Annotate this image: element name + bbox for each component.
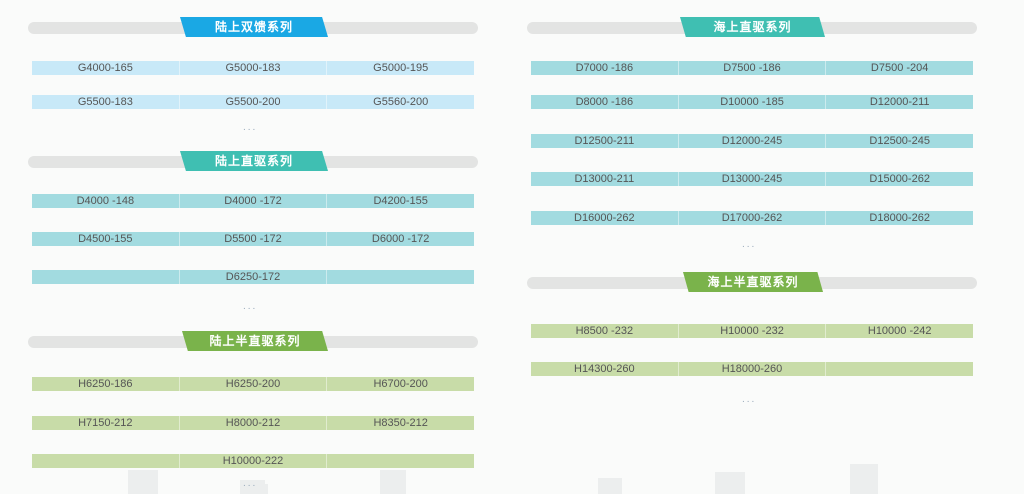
section-title-land-direct: 陆上直驱系列 bbox=[180, 151, 328, 171]
model-cell[interactable]: D7500 -204 bbox=[870, 62, 929, 74]
model-row: G5500-183 G5500-200 G5560-200 bbox=[32, 95, 474, 109]
model-row: D13000-211 D13000-245 D15000-262 bbox=[531, 172, 973, 186]
model-cell bbox=[32, 270, 180, 284]
model-cell[interactable]: H8350-212 bbox=[373, 417, 428, 429]
model-cell[interactable]: D6250-172 bbox=[180, 270, 328, 284]
model-row: D7000 -186 D7500 -186 D7500 -204 bbox=[531, 61, 973, 75]
model-cell[interactable]: G5000-183 bbox=[180, 61, 328, 75]
model-cell[interactable]: D12000-245 bbox=[679, 134, 827, 148]
model-cell[interactable]: D4000 -172 bbox=[180, 194, 328, 208]
model-cell[interactable]: D12500-245 bbox=[869, 135, 930, 147]
model-cell[interactable]: H14300-260 bbox=[531, 362, 679, 376]
model-row: D6250-172 bbox=[32, 270, 474, 284]
model-cell[interactable]: H8500 -232 bbox=[531, 324, 679, 338]
model-cell[interactable]: D7000 -186 bbox=[531, 61, 679, 75]
model-cell[interactable]: D7500 -186 bbox=[679, 61, 827, 75]
model-cell bbox=[32, 454, 180, 468]
more-ellipsis[interactable]: ... bbox=[243, 301, 258, 312]
model-cell[interactable]: D4200-155 bbox=[373, 195, 428, 207]
model-row: D16000-262 D17000-262 D18000-262 bbox=[531, 211, 973, 225]
model-cell[interactable]: D4500-155 bbox=[32, 232, 180, 246]
section-title-land-dfig: 陆上双馈系列 bbox=[180, 17, 328, 37]
model-row: H7150-212 H8000-212 H8350-212 bbox=[32, 416, 474, 430]
model-cell[interactable]: H10000 -242 bbox=[867, 325, 932, 337]
model-cell[interactable]: D16000-262 bbox=[531, 211, 679, 225]
model-cell[interactable]: D13000-211 bbox=[531, 172, 679, 186]
model-cell[interactable]: G5560-200 bbox=[373, 96, 429, 108]
model-cell[interactable]: H6700-200 bbox=[373, 378, 428, 390]
more-ellipsis[interactable]: ... bbox=[742, 239, 757, 250]
skyline-building bbox=[598, 478, 622, 494]
model-cell[interactable]: D13000-245 bbox=[679, 172, 827, 186]
model-cell[interactable]: D10000 -185 bbox=[679, 95, 827, 109]
model-cell[interactable]: H8000-212 bbox=[180, 416, 328, 430]
model-cell[interactable]: H18000-260 bbox=[679, 362, 827, 376]
model-row: D4500-155 D5500 -172 D6000 -172 bbox=[32, 232, 474, 246]
skyline-building bbox=[715, 472, 745, 494]
skyline-building bbox=[380, 470, 406, 494]
more-ellipsis[interactable]: ... bbox=[243, 122, 258, 133]
model-row: D8000 -186 D10000 -185 D12000-211 bbox=[531, 95, 973, 109]
model-cell[interactable]: D18000-262 bbox=[869, 212, 930, 224]
model-cell[interactable]: D12500-211 bbox=[531, 134, 679, 148]
model-cell[interactable]: D6000 -172 bbox=[371, 233, 430, 245]
model-row: H6250-186 H6250-200 H6700-200 bbox=[32, 377, 474, 391]
skyline-building bbox=[850, 464, 878, 494]
model-cell[interactable]: D12000-211 bbox=[869, 96, 930, 108]
model-cell[interactable]: H10000 -232 bbox=[679, 324, 827, 338]
skyline-building bbox=[240, 480, 265, 494]
model-row: D4000 -148 D4000 -172 D4200-155 bbox=[32, 194, 474, 208]
model-cell[interactable]: G5500-200 bbox=[180, 95, 328, 109]
section-title-offshore-semi-direct: 海上半直驱系列 bbox=[683, 272, 823, 292]
model-cell bbox=[327, 454, 474, 468]
model-cell bbox=[327, 270, 474, 284]
more-ellipsis[interactable]: ... bbox=[243, 478, 258, 489]
model-cell[interactable]: G5000-195 bbox=[373, 62, 429, 74]
model-cell[interactable]: H6250-200 bbox=[180, 377, 328, 391]
model-cell[interactable]: G5500-183 bbox=[32, 95, 180, 109]
model-row: H10000-222 bbox=[32, 454, 474, 468]
model-row: G4000-165 G5000-183 G5000-195 bbox=[32, 61, 474, 75]
model-cell[interactable]: H10000-222 bbox=[180, 454, 328, 468]
model-row: H14300-260 H18000-260 bbox=[531, 362, 973, 376]
model-cell[interactable]: D8000 -186 bbox=[531, 95, 679, 109]
model-cell[interactable]: D15000-262 bbox=[869, 173, 930, 185]
section-title-offshore-direct: 海上直驱系列 bbox=[680, 17, 825, 37]
model-cell[interactable]: G4000-165 bbox=[32, 61, 180, 75]
section-title-land-semi-direct: 陆上半直驱系列 bbox=[182, 331, 328, 351]
skyline-building bbox=[260, 484, 268, 494]
model-cell[interactable]: H6250-186 bbox=[32, 377, 180, 391]
model-row: D12500-211 D12000-245 D12500-245 bbox=[531, 134, 973, 148]
skyline-building bbox=[128, 470, 158, 494]
model-row: H8500 -232 H10000 -232 H10000 -242 bbox=[531, 324, 973, 338]
model-cell[interactable]: H7150-212 bbox=[32, 416, 180, 430]
more-ellipsis[interactable]: ... bbox=[742, 394, 757, 405]
model-cell[interactable]: D4000 -148 bbox=[32, 194, 180, 208]
model-cell bbox=[826, 362, 973, 376]
model-cell[interactable]: D5500 -172 bbox=[180, 232, 328, 246]
model-cell[interactable]: D17000-262 bbox=[679, 211, 827, 225]
